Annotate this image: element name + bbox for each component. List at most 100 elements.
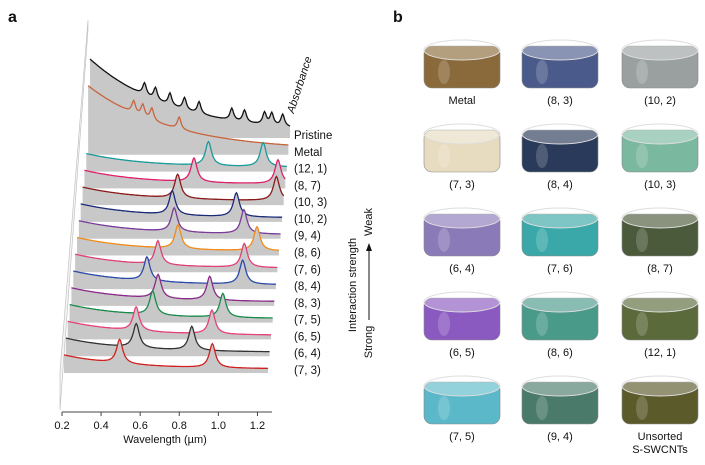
trace-fill — [86, 141, 287, 172]
vial-body — [423, 213, 501, 257]
vial-top — [621, 291, 699, 313]
vial-shine — [438, 396, 450, 420]
vial — [621, 123, 699, 173]
trace-fill — [80, 190, 283, 222]
x-axis-label: Wavelength (µm) — [123, 434, 207, 446]
vial-body — [423, 297, 501, 341]
vial-top — [621, 375, 699, 397]
trace-label: (8, 4) — [294, 281, 321, 293]
trace-label: (7, 5) — [294, 315, 321, 327]
vial-top — [521, 207, 599, 229]
spectrum — [80, 189, 283, 218]
vial-top — [423, 375, 501, 397]
vial-body — [521, 129, 599, 173]
vial-body — [423, 45, 501, 89]
vial-label: (8, 6) — [547, 347, 573, 359]
vial-top — [521, 123, 599, 145]
trace-label: Metal — [294, 147, 322, 159]
vial-body — [621, 213, 699, 257]
vial-label: (7, 6) — [547, 263, 573, 275]
vial-shine — [636, 60, 648, 84]
trace-fill — [88, 85, 289, 155]
trace-label: (8, 3) — [294, 298, 321, 310]
trace-fill — [78, 207, 281, 239]
strong-label: Strong — [363, 326, 375, 358]
spectrum — [89, 58, 291, 127]
vial-body — [521, 45, 599, 89]
vial-top — [423, 123, 501, 145]
trace-fill — [73, 256, 276, 290]
spectrum — [73, 255, 276, 285]
vial-top — [423, 291, 501, 313]
trace-label: (7, 6) — [294, 264, 321, 276]
vial-shine — [636, 144, 648, 168]
vial-shine — [536, 396, 548, 420]
vial — [621, 375, 699, 425]
trace-fill — [64, 339, 268, 373]
vial — [521, 39, 599, 89]
vial — [621, 39, 699, 89]
trace-label: (6, 5) — [294, 331, 321, 343]
trace-label: (8, 7) — [294, 180, 321, 192]
y-axis-label: Absorbance — [285, 55, 315, 116]
vial-shine — [636, 312, 648, 336]
vial-label: (10, 2) — [644, 95, 676, 107]
spectrum — [67, 305, 272, 336]
spectrum — [65, 322, 270, 353]
vial-body — [621, 297, 699, 341]
vial-label: Metal — [449, 95, 476, 107]
trace-label: (6, 4) — [294, 348, 321, 360]
vial-shine — [438, 60, 450, 84]
vial-shine — [536, 312, 548, 336]
trace-fill — [75, 240, 278, 273]
vial-top — [621, 39, 699, 61]
vial-body — [621, 381, 699, 425]
vial-body — [621, 45, 699, 89]
vial-shine — [438, 228, 450, 252]
spectrum — [63, 338, 268, 370]
vial-body — [521, 381, 599, 425]
trace-fill — [84, 158, 286, 189]
spectrum — [74, 239, 278, 269]
trace-fill — [67, 306, 272, 340]
vial-shine — [536, 144, 548, 168]
vial-shine — [438, 144, 450, 168]
trace-label: (8, 6) — [294, 248, 321, 260]
trace-fill — [71, 274, 275, 306]
vial-top — [521, 291, 599, 313]
vial-label: (12, 1) — [644, 347, 676, 359]
vial-label: (8, 4) — [547, 179, 573, 191]
x-tick-label: 1.0 — [211, 420, 226, 432]
x-tick-label: 0.6 — [133, 420, 148, 432]
weak-label: Weak — [363, 208, 375, 236]
vial-body — [423, 381, 501, 425]
spectrum — [84, 156, 286, 184]
vial-label: (7, 5) — [449, 431, 475, 443]
plot-wall — [59, 19, 89, 411]
label-line: Unsorted — [638, 431, 683, 443]
vial — [621, 291, 699, 341]
vial-body — [423, 129, 501, 173]
vial-top — [423, 207, 501, 229]
vial — [521, 123, 599, 173]
x-tick-label: 0.4 — [93, 420, 108, 432]
label-line: S-SWCNTs — [632, 444, 688, 456]
vial-body — [521, 213, 599, 257]
vial-label: (8, 3) — [547, 95, 573, 107]
vial — [423, 375, 501, 425]
vial-label: (6, 4) — [449, 263, 475, 275]
vial-top — [621, 207, 699, 229]
vial-label: Unsorted S-SWCNTs — [632, 431, 688, 456]
spectrum — [82, 173, 285, 201]
vial-top — [423, 39, 501, 61]
vial-top — [521, 39, 599, 61]
trace-label: (9, 4) — [294, 231, 321, 243]
vial — [521, 291, 599, 341]
trace-fill — [82, 174, 284, 206]
vial — [423, 123, 501, 173]
vial-shine — [636, 228, 648, 252]
vial-label: (10, 3) — [644, 179, 676, 191]
x-tick-label: 0.8 — [172, 420, 187, 432]
spectrum — [87, 85, 289, 146]
